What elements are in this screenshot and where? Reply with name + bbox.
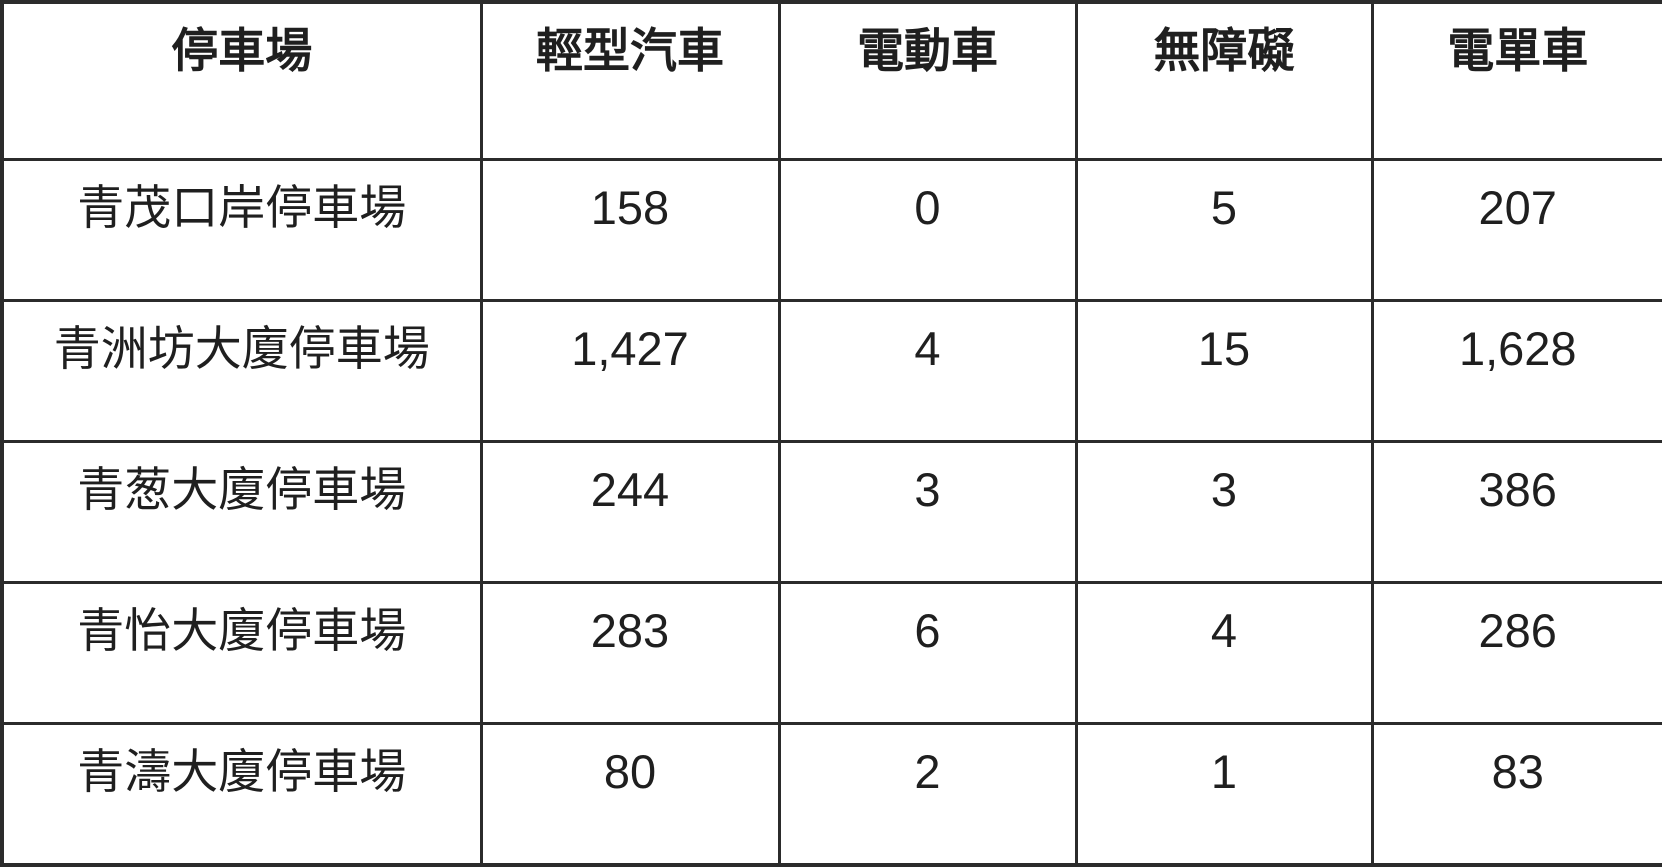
motorcycle-count-cell: 286 xyxy=(1370,581,1662,725)
parking-lot-name-cell: 青怡大廈停車場 xyxy=(0,581,483,725)
motorcycle-count-cell: 386 xyxy=(1370,440,1662,584)
electric-vehicle-count-cell: 2 xyxy=(777,722,1078,866)
header-cell-electric-vehicle: 電動車 xyxy=(777,0,1078,161)
electric-vehicle-count-cell: 0 xyxy=(777,158,1078,302)
motorcycle-count-cell: 1,628 xyxy=(1370,299,1662,443)
header-cell-light-vehicle: 輕型汽車 xyxy=(479,0,781,161)
electric-vehicle-count-cell: 3 xyxy=(777,440,1078,584)
header-row: 停車場 輕型汽車 電動車 無障礙 電單車 xyxy=(0,0,1662,161)
header-cell-accessible: 無障礙 xyxy=(1074,0,1374,161)
light-vehicle-count-cell: 1,427 xyxy=(479,299,781,443)
table-row: 青茂口岸停車場 158 0 5 207 xyxy=(0,158,1662,302)
light-vehicle-count-cell: 283 xyxy=(479,581,781,725)
accessible-count-cell: 3 xyxy=(1074,440,1374,584)
motorcycle-count-cell: 207 xyxy=(1370,158,1662,302)
parking-lot-name-cell: 青葱大廈停車場 xyxy=(0,440,483,584)
motorcycle-count-cell: 83 xyxy=(1370,722,1662,866)
parking-lot-name-cell: 青濤大廈停車場 xyxy=(0,722,483,866)
electric-vehicle-count-cell: 4 xyxy=(777,299,1078,443)
table-row: 青葱大廈停車場 244 3 3 386 xyxy=(0,440,1662,584)
accessible-count-cell: 1 xyxy=(1074,722,1374,866)
light-vehicle-count-cell: 80 xyxy=(479,722,781,866)
header-cell-parking-lot: 停車場 xyxy=(0,0,483,161)
parking-lot-name-cell: 青洲坊大廈停車場 xyxy=(0,299,483,443)
electric-vehicle-count-cell: 6 xyxy=(777,581,1078,725)
table-row: 青洲坊大廈停車場 1,427 4 15 1,628 xyxy=(0,299,1662,443)
table-row: 青怡大廈停車場 283 6 4 286 xyxy=(0,581,1662,725)
light-vehicle-count-cell: 158 xyxy=(479,158,781,302)
header-cell-motorcycle: 電單車 xyxy=(1370,0,1662,161)
parking-lot-name-cell: 青茂口岸停車場 xyxy=(0,158,483,302)
accessible-count-cell: 5 xyxy=(1074,158,1374,302)
table-row: 青濤大廈停車場 80 2 1 83 xyxy=(0,722,1662,866)
light-vehicle-count-cell: 244 xyxy=(479,440,781,584)
accessible-count-cell: 15 xyxy=(1074,299,1374,443)
accessible-count-cell: 4 xyxy=(1074,581,1374,725)
